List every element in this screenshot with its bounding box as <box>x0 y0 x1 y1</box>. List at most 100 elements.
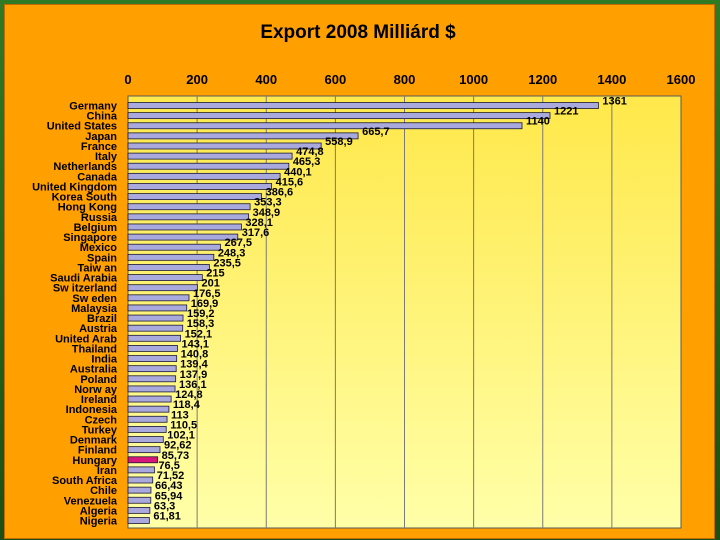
data-label: 215 <box>206 268 224 280</box>
data-label: 92,62 <box>164 440 192 452</box>
bar-japan <box>127 132 359 140</box>
bar-austria <box>127 324 184 332</box>
category-label: Finland <box>78 445 117 457</box>
bar-denmark <box>127 436 164 443</box>
bar-thailand <box>127 345 178 352</box>
data-label: 248,3 <box>218 247 246 259</box>
chart-title: Export 2008 Milliárd $ <box>260 22 456 43</box>
category-label: Spain <box>87 252 117 264</box>
data-label: 124,8 <box>175 389 203 401</box>
data-label: 440,1 <box>284 166 312 178</box>
value-labels: 1361 1221 1140 665,7 558,9474,8465,3440,1415… <box>153 96 627 523</box>
category-label: India <box>91 354 118 366</box>
category-label: United States <box>47 121 117 133</box>
x-tick-label: 1000 <box>459 72 488 87</box>
category-label: Chile <box>90 485 117 497</box>
category-label: Canada <box>77 171 118 183</box>
bar-spain <box>127 253 215 261</box>
category-label: Ireland <box>81 394 117 406</box>
bar-taiw-an <box>127 264 210 271</box>
category-label: Algeria <box>80 505 118 517</box>
data-label: 474,8 <box>296 146 324 158</box>
x-tick-label: 200 <box>186 72 208 87</box>
data-label: 61,81 <box>153 511 181 523</box>
bar-hong-kong <box>127 203 251 211</box>
x-tick-label: 1400 <box>597 72 626 87</box>
bar-russia <box>127 213 249 221</box>
category-label: South Africa <box>52 475 118 487</box>
category-label: Brazil <box>87 313 117 325</box>
bar-venezuela <box>127 496 152 504</box>
data-label: 317,6 <box>242 227 270 239</box>
data-label: 169,9 <box>191 298 219 310</box>
bar-norw-ay <box>127 385 176 393</box>
bar-united-states <box>127 122 523 130</box>
data-label: 118,4 <box>173 399 201 411</box>
bar-italy <box>127 152 293 160</box>
data-label: 328,1 <box>245 217 273 229</box>
data-label: 176,5 <box>193 288 221 300</box>
category-label: Mexico <box>80 242 118 254</box>
bar-hungary <box>127 456 159 464</box>
category-label: Russia <box>81 212 118 224</box>
category-label: Taiw an <box>77 262 117 274</box>
data-label: 63,3 <box>154 500 175 512</box>
data-label: 353,3 <box>254 197 282 209</box>
category-label: France <box>81 141 117 153</box>
x-tick-label: 1600 <box>667 72 696 87</box>
bar-india <box>127 355 178 362</box>
data-label: 348,9 <box>253 207 281 219</box>
bar-czech <box>127 415 168 423</box>
category-label: Malaysia <box>71 303 118 315</box>
category-label: Singapore <box>63 232 117 244</box>
bar-china <box>127 112 551 120</box>
x-tick-label: 1200 <box>528 72 557 87</box>
data-label: 665,7 <box>362 126 390 138</box>
category-label: Thailand <box>72 343 117 355</box>
bar-belgium <box>127 223 242 231</box>
category-label: Indonesia <box>66 404 118 416</box>
category-label: Nigeria <box>80 516 118 528</box>
x-tick-label: 800 <box>394 72 416 87</box>
bar-canada <box>127 172 281 180</box>
category-label: United Arab <box>55 333 117 345</box>
data-label: 136,1 <box>179 379 207 391</box>
x-axis-ticks: 0 200 400 600 800 1000 1200 1400 1600 <box>124 72 695 87</box>
data-label: 1221 <box>554 106 578 118</box>
bar-france <box>127 142 322 150</box>
category-label: Austria <box>79 323 118 335</box>
bar-turkey <box>127 426 167 433</box>
category-label: Italy <box>95 151 118 163</box>
bar-saudi-arabia <box>127 274 203 281</box>
bar-sw-itzerland <box>127 284 198 292</box>
category-label: Sw eden <box>72 293 117 305</box>
category-label: China <box>86 111 117 123</box>
category-label: Sw itzerland <box>53 283 117 295</box>
category-label: Denmark <box>70 435 118 447</box>
category-label: Poland <box>80 374 117 386</box>
bar-united-kingdom <box>127 183 273 190</box>
data-label: 66,43 <box>155 480 183 492</box>
data-label: 71,52 <box>157 470 185 482</box>
category-label: Germany <box>69 101 118 113</box>
bar-korea-south <box>127 193 263 200</box>
bar-chile <box>127 486 152 494</box>
bar-singapore <box>127 233 239 241</box>
bar-indonesia <box>127 405 170 413</box>
data-label: 415,6 <box>276 176 304 188</box>
bar-ireland <box>127 395 172 403</box>
category-label: Hong Kong <box>58 202 117 214</box>
bar-malaysia <box>127 304 188 312</box>
x-tick-label: 600 <box>325 72 347 87</box>
bar-australia <box>127 365 177 373</box>
data-label: 113 <box>171 409 189 421</box>
x-tick-label: 0 <box>124 72 131 87</box>
category-label: Saudi Arabia <box>50 273 118 285</box>
category-label: Iran <box>97 465 117 477</box>
data-label: 159,2 <box>187 308 215 320</box>
category-label: Hungary <box>72 455 118 467</box>
bars <box>127 102 599 524</box>
category-label: Turkey <box>82 424 118 436</box>
category-label: Belgium <box>74 222 118 234</box>
